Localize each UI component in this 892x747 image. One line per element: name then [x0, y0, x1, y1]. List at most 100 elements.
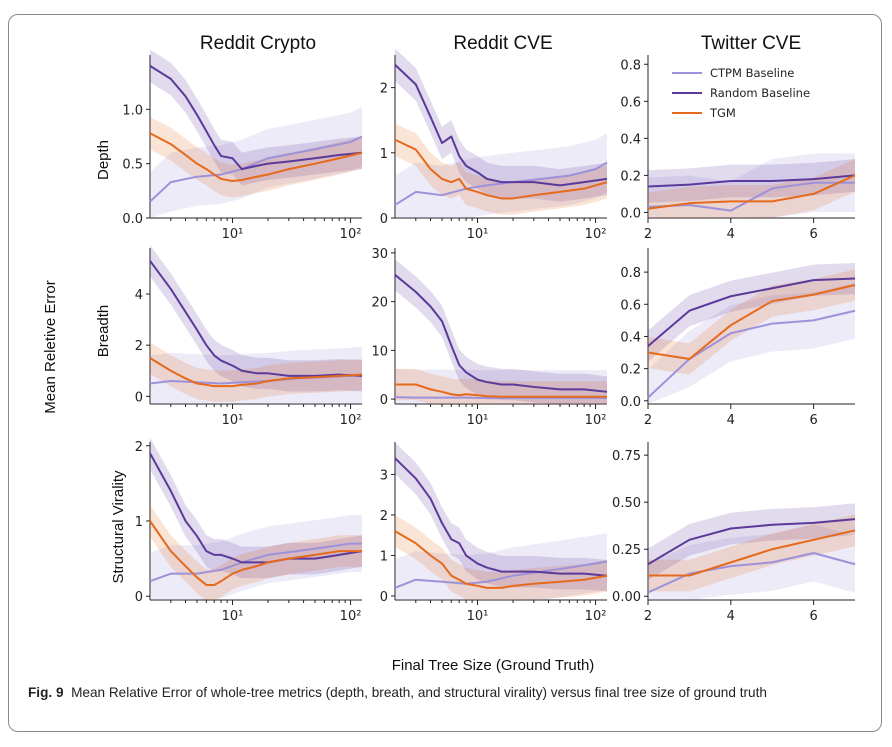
band-random-baseline: [150, 245, 362, 392]
x-tick-label: 10²: [340, 413, 362, 428]
common-x-label: Final Tree Size (Ground Truth): [392, 657, 595, 674]
x-tick-label: 4: [727, 413, 735, 428]
band-random-baseline: [395, 48, 607, 202]
x-tick-label: 10¹: [467, 609, 489, 624]
y-tick-label: 0.75: [612, 449, 641, 464]
band-tgm: [395, 515, 607, 600]
band-random-baseline: [395, 442, 607, 592]
panel-r2-c1: 0 1 2 3 10¹ 10²: [380, 442, 608, 624]
caption-label: Fig. 9: [28, 685, 64, 700]
x-tick-label: 4: [727, 227, 735, 242]
y-tick-label: 0.25: [612, 543, 641, 558]
y-tick-label: 0.5: [122, 158, 143, 173]
y-tick-label: 0.4: [620, 330, 641, 345]
band-tgm: [150, 342, 362, 402]
series-line-random-baseline: [149, 65, 363, 171]
y-tick-label: 1.0: [122, 103, 143, 118]
y-tick-label: 10: [371, 344, 388, 359]
series-line-random-baseline: [394, 274, 608, 393]
y-tick-label: 3: [380, 468, 388, 483]
x-tick-label: 10¹: [467, 227, 489, 242]
series-line-random-baseline: [647, 518, 856, 566]
x-tick-label: 10²: [585, 227, 607, 242]
row-label-breadth: Breadth: [95, 305, 112, 358]
x-tick-label: 10²: [585, 609, 607, 624]
panel-r1-c1: 0 10 20 30 10¹ 10²: [371, 247, 608, 428]
panel-r0-c0: 0.0 0.5 1.0 10¹ 10²: [122, 49, 363, 242]
band-random-baseline: [150, 49, 362, 186]
band-ctpm-baseline: [150, 346, 362, 404]
y-tick-label: 2: [135, 339, 143, 354]
band-ctpm-baseline: [395, 369, 607, 404]
x-tick-label: 6: [809, 413, 817, 428]
x-tick-label: 6: [809, 609, 817, 624]
series-line-random-baseline: [647, 174, 856, 188]
figure-frame: [8, 14, 882, 732]
y-tick-label: 2: [380, 82, 388, 97]
y-tick-label: 30: [371, 247, 388, 262]
figure-caption: Fig. 9 Mean Relative Error of whole-tree…: [28, 684, 874, 702]
common-y-label: Mean Reletive Error: [42, 280, 59, 413]
y-tick-label: 0.8: [620, 58, 641, 73]
y-tick-label: 0: [380, 393, 388, 408]
x-tick-label: 2: [644, 609, 652, 624]
caption-text: Mean Relative Error of whole-tree metric…: [71, 685, 767, 700]
y-tick-label: 0: [135, 590, 143, 605]
row-label-structural-virality: Structural Virality: [110, 470, 127, 584]
series-line-tgm: [394, 138, 608, 200]
series-line-tgm: [149, 357, 363, 388]
y-tick-label: 0.2: [620, 363, 641, 378]
x-tick-label: 10²: [340, 227, 362, 242]
series-line-tgm: [149, 132, 363, 183]
series-line-random-baseline: [394, 64, 608, 187]
y-tick-label: 0: [380, 590, 388, 605]
y-tick-label: 2: [380, 509, 388, 524]
x-tick-label: 10¹: [222, 413, 244, 428]
series-line-ctpm-baseline: [394, 161, 608, 206]
band-tgm: [150, 116, 362, 198]
series-line-random-baseline: [647, 277, 856, 347]
y-tick-label: 0.4: [620, 132, 641, 147]
panel-r0-c2: 0.0 0.2 0.4 0.6 0.8 2 4 6: [620, 55, 856, 242]
series-line-ctpm-baseline: [394, 396, 607, 400]
legend-label-tgm: TGM: [709, 106, 736, 120]
col-title-reddit-cve: Reddit CVE: [453, 33, 552, 54]
band-ctpm-baseline: [648, 524, 855, 600]
row-label-depth: Depth: [95, 140, 112, 180]
x-tick-label: 10²: [585, 413, 607, 428]
x-tick-label: 2: [644, 227, 652, 242]
y-tick-label: 0.0: [620, 395, 641, 410]
x-tick-label: 10¹: [222, 609, 244, 624]
series-line-tgm: [149, 520, 362, 586]
panel-r2-c2: 0.00 0.25 0.50 0.75 2 4 6: [612, 442, 856, 624]
y-tick-label: 20: [371, 296, 388, 311]
y-tick-label: 0.6: [620, 298, 641, 313]
y-tick-label: 1: [135, 515, 143, 530]
y-tick-label: 1: [380, 147, 388, 162]
y-tick-label: 0.2: [620, 169, 641, 184]
band-tgm: [395, 368, 607, 404]
x-tick-label: 2: [644, 413, 652, 428]
x-tick-label: 10¹: [222, 227, 244, 242]
series-line-tgm: [648, 529, 856, 577]
series-line-ctpm-baseline: [647, 181, 855, 212]
col-title-twitter-cve: Twitter CVE: [701, 33, 801, 54]
series-line-random-baseline: [149, 260, 363, 377]
band-tgm: [150, 505, 362, 600]
y-tick-label: 1: [380, 549, 388, 564]
series-line-ctpm-baseline: [149, 135, 363, 203]
y-tick-label: 0.00: [612, 590, 641, 605]
panel-r2-c0: 0 1 2 10¹ 10²: [135, 437, 363, 624]
y-tick-label: 0: [380, 212, 388, 227]
y-tick-label: 0: [135, 390, 143, 405]
x-tick-label: 10¹: [467, 413, 489, 428]
panel-r0-c1: 0 1 2 10¹ 10²: [380, 48, 608, 242]
series-line-ctpm-baseline: [149, 542, 362, 583]
y-tick-label: 0.50: [612, 496, 641, 511]
series-line-ctpm-baseline: [647, 551, 856, 594]
series-line-random-baseline: [149, 452, 363, 564]
legend-label-random: Random Baseline: [710, 86, 810, 100]
series-line-tgm: [395, 383, 607, 398]
series-line-random-baseline: [394, 457, 608, 577]
